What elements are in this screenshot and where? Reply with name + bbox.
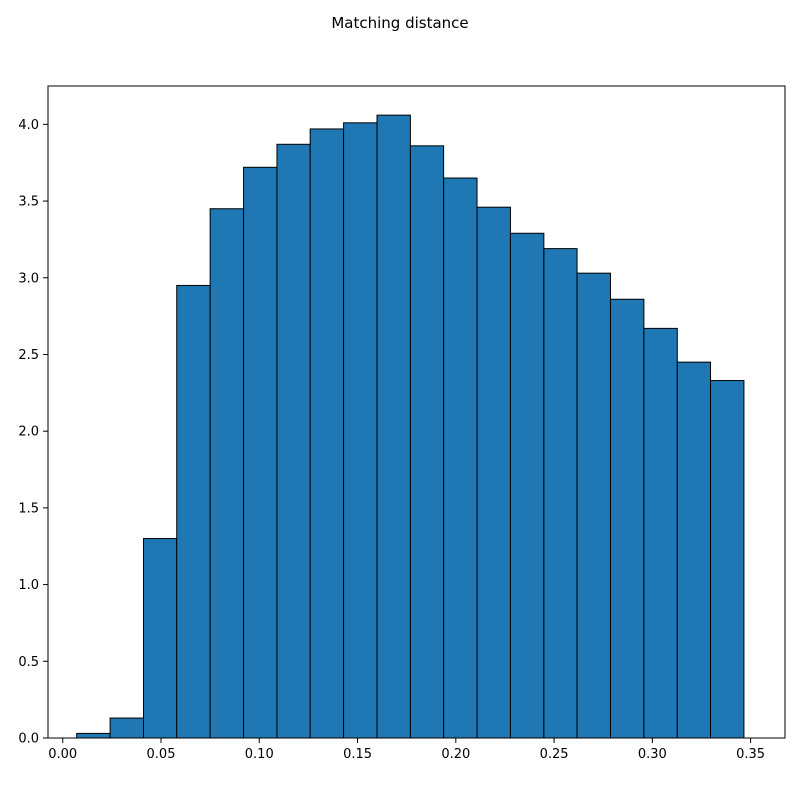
y-tick-label: 1.5: [18, 501, 39, 516]
bars-group: [76, 114, 745, 739]
histogram-bar: [643, 327, 678, 739]
histogram-bar: [609, 298, 645, 739]
y-tick-label: 0.5: [18, 655, 39, 670]
histogram-bar: [576, 272, 611, 739]
histogram-bar: [276, 143, 311, 739]
histogram-bar: [443, 177, 478, 739]
histogram-bar: [76, 732, 111, 739]
histogram-bar: [209, 208, 245, 739]
y-tick-label: 1.0: [18, 578, 39, 593]
histogram-bar: [376, 114, 411, 739]
x-tick-label: 0.20: [441, 747, 470, 762]
y-tick-label: 3.5: [18, 195, 39, 210]
x-tick-label: 0.15: [343, 747, 372, 762]
histogram-bar: [243, 166, 278, 739]
histogram-bar: [176, 284, 211, 739]
x-tick-label: 0.10: [245, 747, 274, 762]
y-tick-label: 2.0: [18, 425, 39, 440]
chart-title: Matching distance: [331, 14, 468, 32]
y-axis: 0.0 0.5 1.0 1.5 2.0 2.5 3.0 3.5 4.0: [18, 118, 48, 747]
x-axis: 0.00 0.05 0.10 0.15 0.20 0.25 0.30 0.35: [48, 738, 765, 762]
x-tick-label: 0.30: [638, 747, 667, 762]
y-tick-label: 4.0: [18, 118, 39, 133]
histogram-bar: [476, 206, 511, 739]
y-tick-label: 0.0: [18, 732, 39, 747]
y-tick-label: 2.5: [18, 348, 39, 363]
histogram-bar: [676, 361, 712, 739]
histogram-bar: [409, 145, 445, 739]
histogram-bar: [509, 232, 545, 739]
y-tick-label: 3.0: [18, 271, 39, 286]
x-tick-label: 0.05: [147, 747, 176, 762]
histogram-bar: [109, 717, 145, 739]
x-tick-label: 0.25: [540, 747, 569, 762]
histogram-bar: [343, 122, 378, 739]
x-tick-label: 0.00: [48, 747, 77, 762]
histogram-bar: [143, 538, 178, 739]
histogram-bar: [309, 128, 345, 739]
x-tick-label: 0.35: [736, 747, 765, 762]
histogram-bar: [543, 248, 578, 739]
histogram-bar: [710, 380, 745, 739]
plot-frame: [47, 85, 786, 739]
